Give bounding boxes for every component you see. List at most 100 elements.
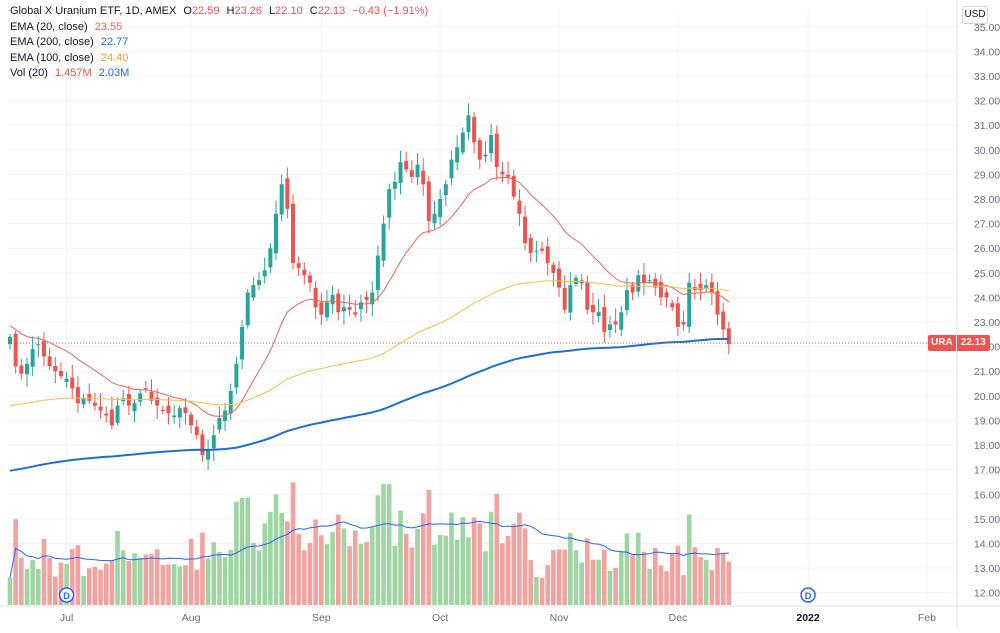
volume-bar — [319, 535, 324, 605]
candle-body — [449, 159, 454, 179]
candle-body — [155, 397, 160, 406]
candle-body — [274, 213, 279, 254]
candle-body — [87, 394, 92, 401]
price-tick-label: 14.00 — [974, 538, 1000, 550]
currency-badge[interactable]: USD — [962, 6, 988, 24]
volume-bar — [279, 512, 284, 605]
volume-value: 1.457M — [54, 67, 92, 79]
low-label: L — [269, 5, 276, 17]
volume-bar — [194, 569, 200, 605]
candle-body — [404, 160, 409, 170]
volume-bar — [341, 528, 347, 605]
candle-body — [494, 133, 499, 168]
volume-bar — [19, 558, 24, 605]
candle-body — [636, 275, 641, 292]
volume-bar — [511, 523, 517, 605]
candle-body — [41, 341, 46, 357]
candle-body — [375, 255, 380, 291]
candle-body — [217, 417, 222, 430]
candle-body — [574, 277, 578, 285]
time-tick-label: Feb — [918, 612, 936, 624]
candle-body — [8, 336, 12, 345]
candle-body — [132, 403, 137, 412]
volume-bar — [539, 577, 545, 605]
candle-body — [313, 287, 318, 308]
volume-bar — [92, 566, 98, 605]
ema200-line — [9, 337, 729, 472]
volume-bar — [188, 538, 194, 605]
candle-body — [262, 270, 267, 277]
candle-body — [596, 312, 601, 316]
close-label: C — [309, 5, 318, 17]
candle-body — [551, 264, 556, 273]
ema20-legend-row[interactable]: EMA (20, close) 23.55 — [10, 20, 428, 36]
volume-bar — [664, 571, 669, 605]
volume-bar — [392, 545, 398, 605]
volume-bar — [143, 554, 149, 605]
volume-bar — [268, 511, 273, 605]
candle-body — [443, 184, 448, 196]
candle-body — [534, 250, 539, 252]
volume-bar — [245, 497, 251, 605]
candle-body — [149, 391, 154, 401]
volume-bar — [483, 551, 488, 605]
volume-bar — [211, 542, 217, 605]
volume-bar — [262, 523, 267, 605]
price-axis: 35.00 34.00 33.00 32.00 31.00 30.00 29.00 28.00… — [956, 0, 1000, 628]
volume-bar — [652, 547, 658, 605]
symbol-legend-row[interactable]: Global X Uranium ETF, 1D, AMEX O22.59 H2… — [10, 4, 428, 20]
candle-body — [409, 170, 414, 177]
price-tick-label: 28.00 — [974, 194, 1000, 206]
volume-bar — [686, 514, 692, 605]
candle-body — [24, 363, 29, 375]
symbol-title: Global X Uranium ETF, 1D, AMEX — [10, 5, 177, 17]
candle-body — [177, 408, 182, 418]
time-tick-label: Oct — [432, 612, 448, 624]
volume-bar — [573, 550, 579, 605]
candle-body — [630, 284, 635, 293]
ema20-value: 23.55 — [94, 20, 123, 33]
price-tick-label: 24.00 — [974, 292, 1000, 304]
volume-bar — [137, 557, 143, 605]
volume-bar — [222, 557, 228, 605]
volume-bar — [352, 530, 358, 605]
volume-bar — [607, 570, 613, 605]
volume-bar — [692, 547, 698, 605]
ema200-label: EMA (200, close) — [10, 36, 94, 48]
ema100-legend-row[interactable]: EMA (100, close) 24.40 — [10, 51, 428, 67]
volume-bar — [307, 542, 313, 605]
volume-bar — [251, 542, 256, 605]
volume-bar — [324, 544, 330, 605]
candle-body — [98, 406, 103, 411]
candle-body — [613, 321, 618, 325]
volume-bar — [30, 559, 35, 605]
ema20-line — [9, 177, 730, 417]
volume-bar — [466, 537, 471, 605]
candle-body — [370, 292, 375, 305]
candle-body — [13, 333, 18, 367]
candle-body — [81, 398, 86, 405]
volume-legend-row[interactable]: Vol (20) 1.457M 2.03M — [10, 66, 428, 82]
candle-body — [245, 292, 250, 326]
volume-bar — [47, 557, 52, 605]
volume-bar — [200, 532, 205, 605]
volume-bar — [398, 510, 403, 605]
volume-bar — [635, 532, 641, 605]
price-tick-label: 12.00 — [974, 588, 1000, 600]
candle-body — [279, 184, 284, 215]
dividend-marker-label: D — [805, 591, 812, 602]
candle-body — [455, 147, 460, 163]
volume-bar — [545, 565, 550, 605]
candle-body — [721, 311, 726, 330]
volume-bar — [149, 553, 154, 605]
candle-body — [183, 407, 188, 414]
volume-bar — [171, 564, 177, 605]
volume-bar — [358, 543, 364, 605]
ema200-value: 22.77 — [100, 36, 129, 48]
volume-bar — [675, 545, 681, 605]
ema200-legend-row[interactable]: EMA (200, close) 22.77 — [10, 35, 428, 51]
price-tick-label: 29.00 — [974, 169, 1000, 181]
